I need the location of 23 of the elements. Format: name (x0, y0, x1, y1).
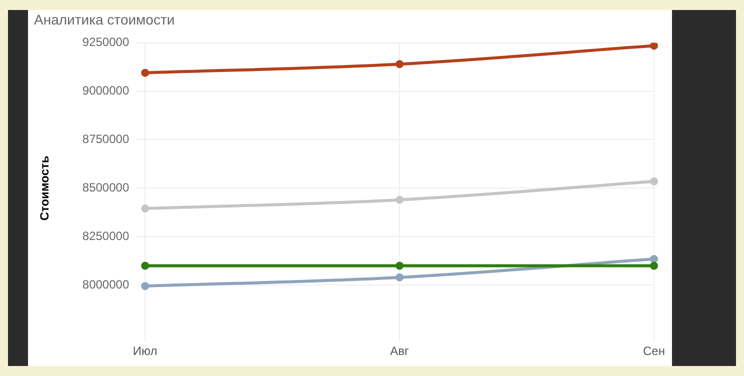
point (141, 68, 150, 77)
point (141, 282, 150, 290)
y-tick-label: 8500000 (82, 180, 130, 195)
point (396, 60, 404, 68)
x-tick-label: Июл (132, 344, 158, 358)
y-tick-label: 9250000 (82, 35, 130, 50)
point (650, 177, 658, 186)
point (141, 262, 150, 270)
point (396, 196, 404, 204)
point (650, 42, 658, 50)
y-tick-label: 8750000 (82, 132, 130, 146)
x-tick-label: Авг (390, 344, 410, 358)
y-axis-title: Стоимость (38, 156, 52, 221)
point (650, 262, 658, 270)
point (141, 204, 150, 213)
y-tick-label: 8000000 (82, 277, 130, 292)
point (650, 254, 658, 263)
point (396, 262, 404, 270)
x-tick-label: Сен (643, 344, 665, 358)
y-tick-label: 9000000 (82, 84, 130, 98)
y-tick-label: 8250000 (82, 228, 130, 243)
point (396, 273, 404, 282)
chart-title: Аналитика стоимости (34, 11, 175, 28)
